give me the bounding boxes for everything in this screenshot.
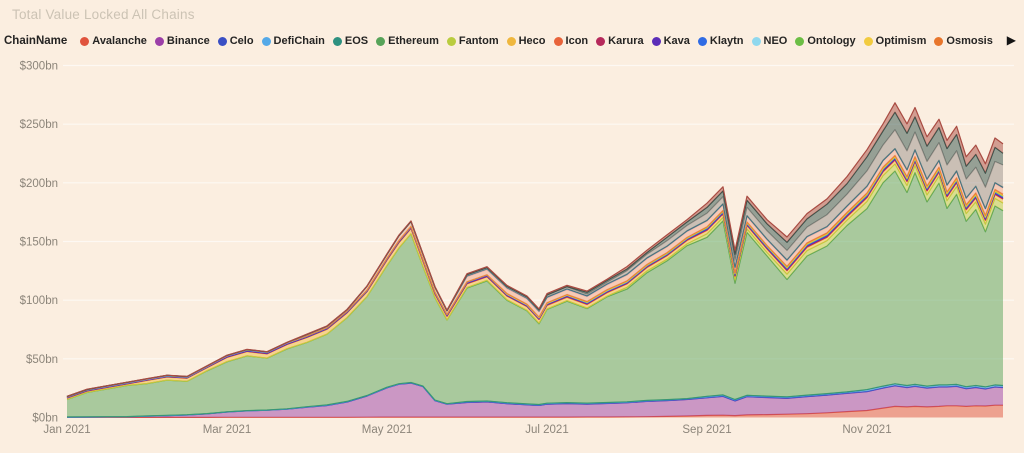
legend-dot (697, 36, 707, 46)
legend-dot (446, 36, 456, 46)
y-axis-tick-label: $150bn (20, 237, 58, 249)
legend-dot (934, 36, 944, 46)
legend-item-label: Ontology (807, 35, 856, 47)
x-axis-tick-label: Jan 2021 (43, 424, 90, 436)
legend-item-celo[interactable]: Celo (217, 35, 254, 47)
legend-item-label: DefiChain (273, 35, 325, 47)
legend-item-label: Karura (608, 35, 644, 47)
legend-item-klaytn[interactable]: Klaytn (697, 35, 744, 47)
legend-item-label: Binance (166, 35, 210, 47)
area-series-other-off-legend-c[interactable] (66, 102, 1004, 397)
legend-item-heco[interactable]: Heco (506, 35, 546, 47)
legend-dot (596, 36, 606, 46)
legend-item-label: Kava (663, 35, 690, 47)
legend: ChainName Avalanche Binance Celo DefiChain E… (4, 31, 998, 51)
legend-item-optimism[interactable]: Optimism (863, 35, 927, 47)
legend-item-label: Avalanche (92, 35, 147, 47)
legend-field-label: ChainName (4, 35, 68, 47)
x-axis-tick-label: May 2021 (362, 424, 413, 436)
legend-item-label: Klaytn (709, 35, 744, 47)
legend-item-kava[interactable]: Kava (651, 35, 690, 47)
legend-item-ethereum[interactable]: Ethereum (376, 35, 439, 47)
legend-dot (863, 36, 873, 46)
y-axis-tick-label: $50bn (26, 354, 58, 366)
legend-dot (751, 36, 761, 46)
legend-dot (506, 36, 516, 46)
legend-dot (154, 36, 164, 46)
legend-dot (261, 36, 271, 46)
legend-item-label: EOS (344, 35, 369, 47)
legend-item-fantom[interactable]: Fantom (446, 35, 499, 47)
y-axis-tick-label: $100bn (20, 295, 58, 307)
x-axis-tick-label: Nov 2021 (842, 424, 891, 436)
legend-item-binance[interactable]: Binance (154, 35, 210, 47)
legend-item-ontology[interactable]: Ontology (795, 35, 856, 47)
legend-item-label: Celo (229, 35, 254, 47)
legend-items: Avalanche Binance Celo DefiChain EOS Ethereum… (80, 35, 998, 47)
legend-dot (376, 36, 386, 46)
legend-item-label: Fantom (458, 35, 499, 47)
legend-item-icon[interactable]: Icon (553, 35, 589, 47)
y-axis-tick-label: $200bn (20, 178, 58, 190)
y-axis-tick-label: $250bn (20, 119, 58, 131)
legend-item-karura[interactable]: Karura (596, 35, 644, 47)
legend-dot (651, 36, 661, 46)
x-axis-tick-label: Jul 2021 (525, 424, 568, 436)
chart-title: Total Value Locked All Chains (12, 7, 195, 22)
legend-item-label: NEO (763, 35, 788, 47)
legend-item-label: Heco (518, 35, 546, 47)
x-axis: Jan 2021 Mar 2021 May 2021 Jul 2021 Sep 2021… (43, 424, 891, 436)
legend-item-neo[interactable]: NEO (751, 35, 788, 47)
legend-dot (553, 36, 563, 46)
x-axis-tick-label: Sep 2021 (682, 424, 731, 436)
legend-item-avalanche[interactable]: Avalanche (80, 35, 147, 47)
legend-dot (217, 36, 227, 46)
legend-item-eos[interactable]: EOS (332, 35, 369, 47)
legend-item-osmosis[interactable]: Osmosis (934, 35, 993, 47)
legend-item-label: Optimism (875, 35, 927, 47)
legend-dot (332, 36, 342, 46)
legend-dot (795, 36, 805, 46)
y-axis-tick-label: $0bn (32, 413, 58, 425)
legend-dot (80, 36, 90, 46)
legend-item-label: Ethereum (388, 35, 439, 47)
legend-item-label: Osmosis (946, 35, 993, 47)
y-axis-tick-label: $300bn (20, 61, 58, 73)
legend-scroll-right-icon[interactable]: ▶ (1006, 33, 1016, 47)
legend-item-defichain[interactable]: DefiChain (261, 35, 325, 47)
y-axis: $0bn $50bn $100bn $150bn $200bn $250bn $300bn (20, 61, 58, 425)
x-axis-tick-label: Mar 2021 (203, 424, 252, 436)
legend-item-label: Icon (565, 35, 589, 47)
